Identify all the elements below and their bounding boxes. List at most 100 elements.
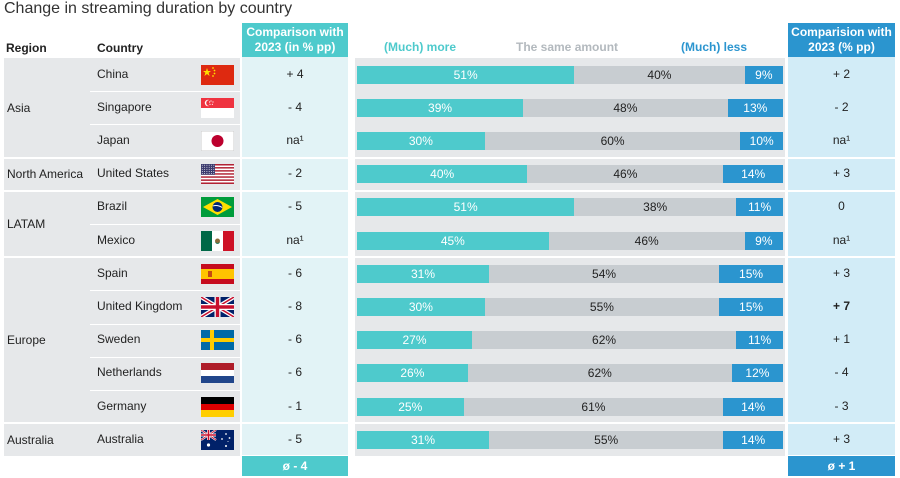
comparison-left-value: + 4 — [286, 66, 304, 81]
bar-segment-same: 38% — [574, 198, 737, 217]
bar-segment-more: 51% — [357, 65, 575, 84]
row-separator — [90, 124, 240, 126]
flag-spain-icon — [201, 263, 234, 284]
flag-japan-icon — [201, 131, 234, 151]
comparison-right-value: na¹ — [832, 232, 851, 247]
country-name: Sweden — [97, 332, 141, 347]
comparison-left-value: - 6 — [287, 332, 302, 347]
bar-segment-more: 31% — [357, 264, 490, 283]
country-name: Australia — [97, 431, 144, 446]
stacked-bar: 45% 46% 9% — [357, 231, 783, 250]
stacked-bar: 31% 54% 15% — [357, 264, 783, 283]
country-name: Brazil — [97, 199, 128, 214]
row-separator — [90, 356, 240, 358]
comparison-right-value: + 2 — [832, 66, 850, 81]
bar-segment-more: 25% — [357, 397, 464, 416]
bar-segment-more: 27% — [357, 331, 473, 350]
flag-germany-icon — [201, 396, 234, 417]
stacked-bar: 30% 55% 15% — [357, 298, 783, 316]
comparison-right-value: - 2 — [834, 99, 849, 114]
comparison-left-value: - 2 — [287, 166, 302, 181]
stacked-bar: 27% 62% 11% — [357, 331, 783, 350]
bar-segment-same: 46% — [527, 165, 724, 184]
bar-segment-same: 55% — [489, 430, 724, 449]
bar-segment-same: 46% — [548, 231, 745, 250]
stacked-bar: 51% 40% 9% — [357, 65, 783, 84]
bar-segment-less: 15% — [719, 298, 783, 316]
region-name: Europe — [7, 333, 46, 348]
legend-same: The same amount — [516, 40, 619, 54]
bar-segment-same: 61% — [463, 397, 724, 416]
comparison-right-value: + 3 — [832, 265, 850, 280]
flag-netherlands-icon — [201, 363, 234, 384]
region-divider — [4, 189, 895, 192]
region-divider — [4, 422, 895, 425]
comparison-left-value: - 1 — [287, 398, 302, 413]
region-divider — [4, 256, 895, 259]
country-name: Netherlands — [97, 365, 162, 380]
country-name: Mexico — [97, 232, 136, 247]
region-divider — [4, 156, 895, 159]
legend-less: (Much) less — [681, 40, 748, 54]
bar-segment-more: 30% — [357, 132, 485, 150]
comparison-left-value: - 6 — [287, 365, 302, 380]
region-label: LATAM — [7, 191, 89, 257]
comparison-right-value: + 3 — [832, 431, 850, 446]
region-label: Asia — [7, 58, 89, 158]
flag-singapore-icon — [201, 97, 234, 118]
comparison-left-column — [242, 23, 348, 455]
bar-segment-more: 45% — [357, 231, 549, 250]
country-name: Japan — [97, 133, 130, 147]
header-comparison-left: Comparison with 2023 (in % pp) — [242, 23, 348, 57]
row-separator — [90, 423, 240, 425]
flag-australia-icon — [201, 429, 234, 450]
bar-segment-less: 9% — [744, 65, 783, 84]
bar-segment-less: 14% — [723, 430, 783, 449]
row-separator — [90, 257, 240, 259]
bar-segment-less: 14% — [723, 165, 783, 184]
comparison-left-value: - 5 — [287, 431, 302, 446]
region-name: Australia — [7, 432, 54, 447]
stacked-bar: 31% 55% 14% — [357, 430, 783, 449]
bar-segment-more: 51% — [357, 198, 575, 217]
comparison-right-value: na¹ — [832, 133, 851, 147]
bar-segment-more: 39% — [357, 98, 524, 117]
comparison-left-value: - 8 — [287, 299, 302, 313]
flag-usa-icon — [201, 164, 234, 185]
bar-segment-same: 48% — [523, 98, 728, 117]
row-separator — [90, 224, 240, 225]
bar-segment-less: 11% — [736, 198, 783, 217]
flag-brazil-icon — [201, 197, 234, 218]
comparison-left-value: - 4 — [287, 99, 302, 114]
country-name: Germany — [97, 398, 147, 413]
region-name: North America — [7, 167, 84, 182]
country-name: United Kingdom — [97, 299, 183, 313]
region-name: Asia — [7, 100, 31, 115]
comparison-right-value: - 3 — [834, 398, 849, 413]
row-separator — [90, 190, 240, 192]
region-label: Australia — [7, 423, 89, 456]
flag-sweden-icon — [201, 330, 234, 351]
bar-segment-less: 13% — [727, 98, 783, 117]
row-separator — [90, 290, 240, 292]
region-name: LATAM — [7, 216, 46, 231]
bar-segment-more: 26% — [357, 364, 468, 383]
stacked-bar: 39% 48% 13% — [357, 98, 783, 117]
header-region: Region — [6, 41, 47, 55]
bar-segment-less: 11% — [736, 331, 783, 350]
stacked-bar: 26% 62% 12% — [357, 364, 783, 383]
stacked-bar: 51% 38% 11% — [357, 198, 783, 217]
bar-segment-same: 55% — [484, 298, 720, 316]
comparison-right-value: 0 — [838, 199, 845, 214]
header-country: Country — [97, 41, 143, 55]
comparison-left-value: - 6 — [287, 265, 302, 280]
stacked-bar: 25% 61% 14% — [357, 397, 783, 416]
bar-segment-same: 62% — [467, 364, 732, 383]
comparison-left-value: - 5 — [287, 199, 302, 214]
flag-mexico-icon — [201, 230, 234, 251]
stacked-bar: 40% 46% 14% — [357, 165, 783, 184]
region-label: North America — [7, 158, 89, 191]
bar-segment-same: 62% — [472, 331, 737, 350]
bar-segment-less: 15% — [719, 264, 783, 283]
country-name: Spain — [97, 265, 128, 280]
